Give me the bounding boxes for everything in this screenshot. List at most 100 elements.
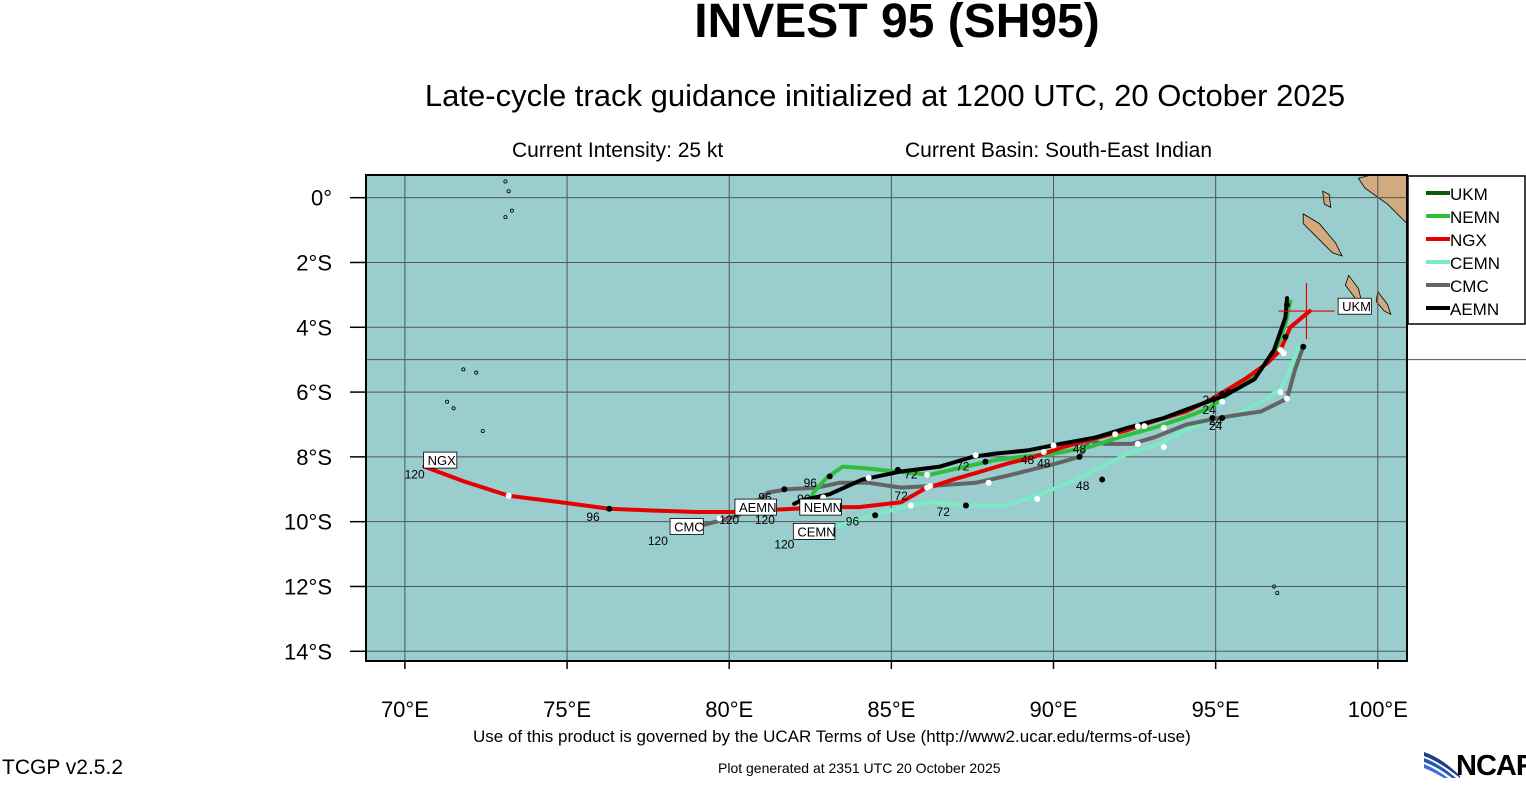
legend-label: CMC	[1450, 277, 1489, 296]
track-point	[1219, 390, 1226, 397]
forecast-hour-label: 72	[894, 489, 908, 503]
forecast-hour-label: 120	[755, 513, 775, 527]
track-point	[924, 484, 931, 491]
track-point	[1160, 424, 1167, 431]
model-end-box	[423, 451, 458, 469]
current-intensity: Current Intensity: 25 kt	[512, 139, 724, 162]
legend-frame	[1407, 175, 1526, 325]
track-point	[1219, 415, 1226, 421]
track-point	[985, 479, 992, 486]
track-point	[1160, 444, 1167, 451]
x-tick-label: 95°E	[1192, 697, 1240, 722]
model-end-box	[669, 518, 704, 535]
forecast-hour-label: 120	[774, 537, 794, 551]
track-point	[1225, 389, 1232, 396]
current-basin: Current Basin: South-East Indian	[905, 139, 1213, 162]
track-point	[1134, 440, 1141, 447]
forecast-hour-label: 72	[956, 460, 970, 474]
forecast-hour-label: 48	[1073, 442, 1087, 456]
track-point	[962, 502, 969, 509]
map-body: 70°E 75°E 80°E 85°E 90°E 95°E 100°E 0° 2°S 4°S 6°S…	[284, 174, 1526, 722]
forecast-hour-label: 120	[648, 534, 668, 548]
y-tick-label: 12°S	[284, 574, 332, 599]
track-point	[972, 452, 979, 459]
forecast-hour-label: 24	[1202, 403, 1216, 417]
forecast-hour-label: 72	[904, 468, 918, 482]
forecast-hour-label: 48	[1076, 479, 1090, 493]
y-tick-label: 8°S	[296, 445, 332, 470]
track-point	[1040, 449, 1047, 456]
island	[451, 406, 456, 411]
island	[474, 370, 479, 375]
legend-label: NGX	[1450, 231, 1487, 250]
track-point	[894, 466, 901, 473]
version-label: TCGP v2.5.2	[2, 756, 123, 779]
model-end-box	[1337, 297, 1372, 315]
track-point	[1300, 343, 1307, 350]
x-tick-label: 100°E	[1348, 697, 1408, 722]
island	[445, 399, 450, 404]
forecast-hour-label: 48	[1021, 453, 1035, 467]
model-end-box	[799, 498, 842, 516]
forecast-hour-label: 96	[804, 476, 818, 490]
y-tick-label: 2°S	[296, 250, 332, 275]
track-point	[1141, 423, 1148, 430]
forecast-hour-label: 120	[405, 468, 425, 482]
track-point	[907, 502, 914, 509]
legend-label: AEMN	[1450, 300, 1499, 319]
forecast-hour-label: 72	[937, 505, 951, 519]
y-tick-label: 6°S	[296, 380, 332, 405]
forecast-hour-label: 48	[1037, 456, 1051, 470]
track-point	[1277, 346, 1284, 353]
land-mass	[1375, 290, 1392, 316]
legend-label: CEMN	[1450, 254, 1500, 273]
y-tick-label: 4°S	[296, 315, 332, 340]
track-point	[826, 473, 833, 480]
y-tick-label: 10°S	[284, 510, 332, 535]
track-point	[1209, 415, 1216, 421]
track-cemn	[801, 344, 1301, 537]
model-end-box	[734, 498, 777, 516]
generated-time: Plot generated at 2351 UTC 20 October 20…	[718, 760, 1001, 776]
forecast-hour-label: 24	[1209, 419, 1223, 433]
x-tick-label: 75°E	[543, 697, 591, 722]
ncar-logo: NCAR	[1422, 748, 1526, 782]
y-tick-label: 0°	[311, 186, 332, 211]
track-point	[1284, 301, 1291, 308]
legend-label: UKM	[1450, 185, 1488, 204]
track-point	[1034, 496, 1041, 502]
model-end-label: NEMN	[804, 500, 842, 515]
model-end-box	[792, 523, 836, 540]
x-tick-label: 70°E	[381, 697, 429, 722]
plot-border	[365, 174, 1408, 662]
track-point	[1277, 389, 1284, 396]
island	[509, 208, 514, 213]
model-end-label: CEMN	[797, 524, 835, 539]
track-point	[982, 458, 989, 465]
ncar-logo-icon	[1424, 752, 1460, 778]
model-end-label: NGX	[428, 453, 457, 468]
legend: UKM NEMN NGX CEMN CMC AEMN	[1407, 175, 1526, 325]
model-end-label: UKM	[1342, 299, 1371, 314]
forecast-hour-label: 96	[586, 510, 600, 524]
ncar-logo-text: NCAR	[1456, 750, 1526, 782]
island	[503, 179, 508, 184]
track-point	[1050, 442, 1057, 449]
model-end-label: AEMN	[739, 500, 777, 515]
y-tick-label: 14°S	[284, 639, 332, 664]
x-tick-label: 80°E	[705, 697, 753, 722]
forecast-hour-label: 120	[719, 513, 739, 527]
island	[461, 367, 466, 372]
page-subtitle: Late-cycle track guidance initialized at…	[424, 78, 1346, 113]
x-tick-label: 90°E	[1030, 697, 1078, 722]
track-point	[924, 471, 931, 478]
island	[480, 428, 485, 433]
track-point	[1284, 395, 1291, 402]
track-point	[865, 474, 872, 481]
land-mass	[1322, 190, 1332, 209]
track-point	[872, 512, 879, 519]
track-point	[1134, 423, 1141, 430]
track-point	[505, 492, 512, 499]
ocean-background	[366, 175, 1407, 661]
